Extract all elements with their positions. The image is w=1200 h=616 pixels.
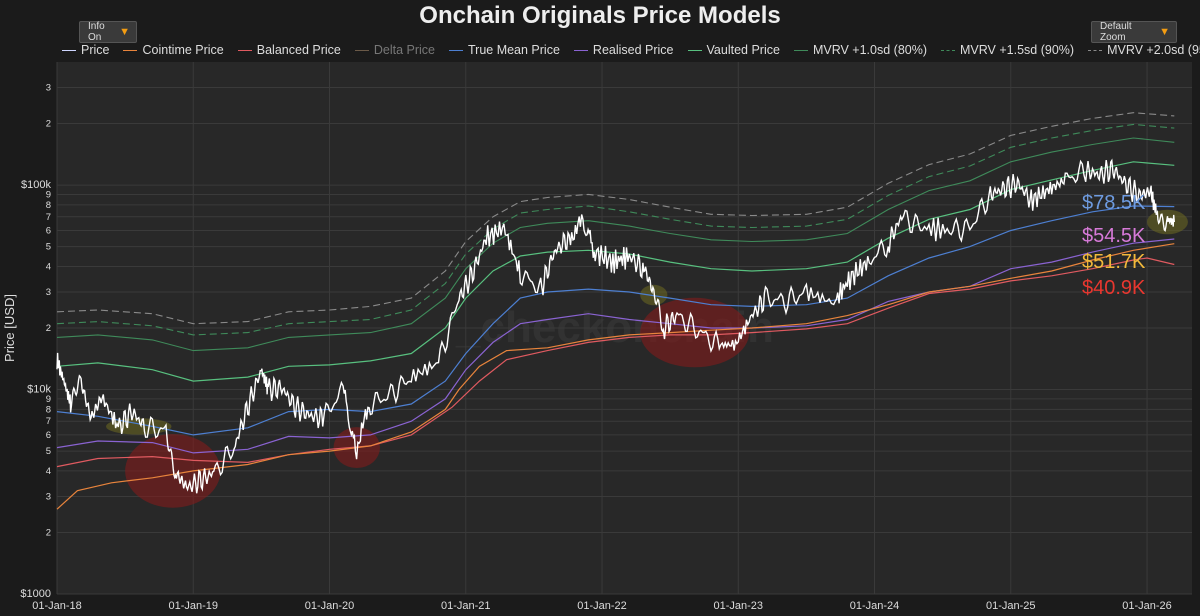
y-tick-label: 5 bbox=[46, 446, 51, 457]
legend-label: MVRV +2.0sd (95%) bbox=[1107, 43, 1200, 57]
legend-swatch bbox=[354, 49, 369, 51]
y-tick-label: 2 bbox=[46, 527, 51, 538]
legend-swatch bbox=[448, 49, 463, 51]
legend-swatch bbox=[62, 49, 76, 51]
series-line-price bbox=[56, 158, 1175, 494]
legend-label: Price bbox=[81, 43, 110, 57]
y-tick-label: 7 bbox=[46, 212, 51, 223]
series-line-vaulted-price bbox=[56, 161, 1175, 382]
legend-item[interactable]: Cointime Price bbox=[123, 43, 224, 57]
legend-swatch bbox=[1088, 49, 1103, 51]
series-line-mvrv-1-0sd-80- bbox=[56, 137, 1175, 352]
legend-item[interactable]: Delta Price bbox=[354, 43, 435, 57]
legend-item[interactable]: MVRV +2.0sd (95%) bbox=[1088, 43, 1200, 57]
x-tick-label: 01-Jan-21 bbox=[441, 600, 491, 612]
y-tick-label: 3 bbox=[46, 491, 51, 502]
legend-label: Realised Price bbox=[592, 43, 674, 57]
legend-label: Balanced Price bbox=[256, 43, 341, 57]
x-tick-label: 01-Jan-18 bbox=[32, 600, 82, 612]
legend-item[interactable]: Realised Price bbox=[573, 43, 674, 57]
y-tick-label: 9 bbox=[46, 394, 51, 405]
series-line-mvrv-1-5sd-90- bbox=[56, 123, 1175, 336]
y-tick-label: 7 bbox=[46, 416, 51, 427]
info-toggle-dropdown[interactable]: Info On ▼ bbox=[79, 21, 137, 43]
y-tick-label: 5 bbox=[46, 242, 51, 253]
series-line-realised-price bbox=[56, 238, 1175, 454]
legend-label: Vaulted Price bbox=[706, 43, 780, 57]
y-tick-label: 4 bbox=[46, 466, 51, 477]
series-line-mvrv-2-0sd-95- bbox=[56, 112, 1175, 325]
legend-swatch bbox=[687, 49, 702, 51]
legend-item[interactable]: Price bbox=[62, 43, 109, 57]
zoom-dropdown[interactable]: Default Zoom ▼ bbox=[1091, 21, 1177, 43]
y-tick-label: $100k bbox=[21, 179, 51, 191]
x-tick-label: 01-Jan-23 bbox=[713, 600, 763, 612]
legend-item[interactable]: MVRV +1.0sd (80%) bbox=[793, 43, 927, 57]
zoom-label: Default Zoom bbox=[1100, 21, 1132, 43]
y-tick-label: $10k bbox=[27, 384, 51, 396]
legend-label: Cointime Price bbox=[142, 43, 224, 57]
chevron-down-icon: ▼ bbox=[119, 26, 130, 38]
y-tick-label: 8 bbox=[46, 404, 51, 415]
y-tick-label: 6 bbox=[46, 225, 51, 236]
value-annotation: $78.5K bbox=[1082, 191, 1146, 214]
y-tick-label: 9 bbox=[46, 189, 51, 200]
y-tick-label: 2 bbox=[46, 119, 51, 130]
info-toggle-label: Info On bbox=[88, 21, 105, 43]
legend-label: MVRV +1.5sd (90%) bbox=[960, 43, 1075, 57]
series-line-cointime-price bbox=[56, 243, 1175, 510]
x-tick-label: 01-Jan-20 bbox=[305, 600, 355, 612]
chart-title: Onchain Originals Price Models bbox=[419, 2, 781, 29]
highlight-circle bbox=[1147, 209, 1188, 235]
legend-item[interactable]: MVRV +1.5sd (90%) bbox=[941, 43, 1074, 57]
legend-swatch bbox=[237, 49, 252, 51]
legend-item[interactable]: Vaulted Price bbox=[687, 43, 780, 57]
y-tick-label: 3 bbox=[46, 287, 51, 298]
x-tick-label: 01-Jan-24 bbox=[850, 600, 900, 612]
x-tick-label: 01-Jan-22 bbox=[577, 600, 627, 612]
y-tick-label: 6 bbox=[46, 430, 51, 441]
legend-swatch bbox=[573, 49, 588, 51]
legend-label: True Mean Price bbox=[467, 43, 560, 57]
x-tick-label: 01-Jan-25 bbox=[986, 600, 1036, 612]
legend-item[interactable]: True Mean Price bbox=[448, 43, 560, 57]
legend-label: Delta Price bbox=[373, 43, 435, 57]
y-tick-label: $1000 bbox=[20, 588, 51, 600]
series-line-true-mean-price bbox=[56, 205, 1175, 436]
value-annotation: $51.7K bbox=[1082, 251, 1146, 274]
y-tick-label: 8 bbox=[46, 200, 51, 211]
legend-item[interactable]: Balanced Price bbox=[237, 43, 341, 57]
legend: Price Cointime Price Balanced Price Delta P… bbox=[62, 43, 1200, 57]
chevron-down-icon: ▼ bbox=[1159, 26, 1170, 38]
y-tick-label: 2 bbox=[46, 323, 51, 334]
legend-swatch bbox=[123, 49, 138, 51]
x-tick-label: 01-Jan-19 bbox=[168, 600, 218, 612]
y-tick-label: 4 bbox=[46, 261, 51, 272]
series-line-balanced-price bbox=[56, 257, 1175, 468]
y-tick-label: 3 bbox=[46, 83, 51, 94]
legend-label: MVRV +1.0sd (80%) bbox=[812, 43, 927, 57]
y-axis-label: Price [USD] bbox=[2, 294, 17, 362]
x-tick-label: 01-Jan-26 bbox=[1122, 600, 1172, 612]
value-annotation: $54.5K bbox=[1082, 224, 1146, 247]
legend-swatch bbox=[793, 49, 808, 51]
value-annotation: $40.9K bbox=[1082, 277, 1146, 300]
legend-swatch bbox=[941, 49, 955, 51]
